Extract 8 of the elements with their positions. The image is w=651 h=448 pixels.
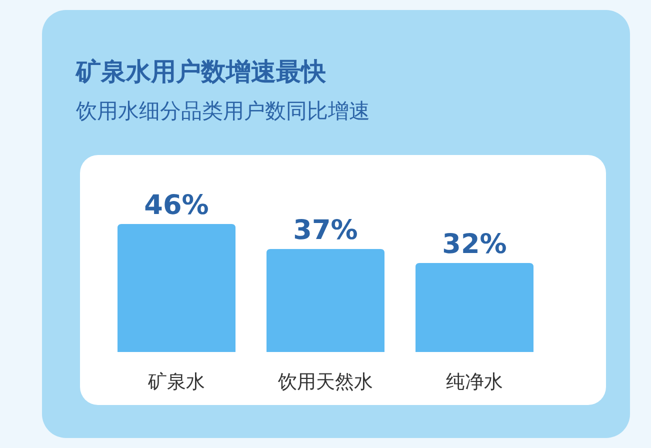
data-label: 32%: [442, 228, 507, 260]
chart-subtitle: 饮用水细分品类用户数同比增速: [75, 99, 370, 123]
chart-title: 矿泉水用户数增速最快: [75, 57, 327, 86]
data-label: 46%: [144, 190, 209, 221]
x-tick-label: 饮用天然水: [277, 371, 373, 393]
data-label: 37%: [293, 215, 358, 246]
x-tick-label: 纯净水: [446, 371, 503, 393]
x-tick-label: 矿泉水: [147, 371, 205, 393]
